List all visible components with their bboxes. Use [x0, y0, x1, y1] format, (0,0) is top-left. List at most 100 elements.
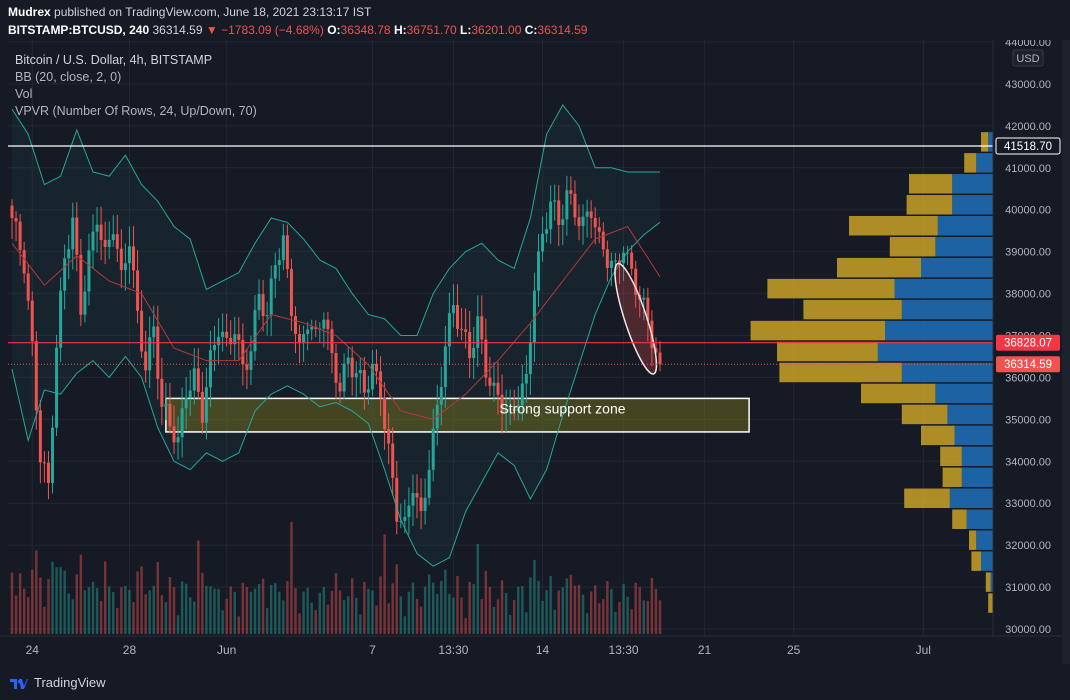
volume-profile-down [940, 446, 962, 467]
candle-body [192, 368, 196, 391]
volume-profile-down [988, 593, 993, 613]
volume-bar [383, 534, 386, 634]
candle-body [42, 462, 46, 464]
chart-header: Mudrex published on TradingView.com, Jun… [0, 0, 1070, 40]
volume-bar [594, 585, 597, 634]
volume-bar [91, 581, 95, 634]
candle-body [261, 294, 265, 317]
volume-bar [565, 578, 569, 634]
volume-profile-up [952, 195, 993, 215]
candle-body [103, 239, 107, 247]
last-price: 36314.59 [152, 23, 203, 37]
candle-body [38, 410, 42, 463]
candle-body [253, 310, 257, 352]
time-tick-label: 13:30 [438, 643, 468, 657]
volume-profile-down [981, 132, 989, 152]
candle-body [399, 520, 403, 522]
volume-profile-up [885, 320, 993, 341]
candle-body [431, 428, 435, 470]
candle-body [140, 310, 144, 352]
volume-bar [95, 588, 99, 634]
support-zone-label: Strong support zone [499, 400, 625, 416]
volume-profile-up [901, 362, 993, 383]
candle-body [148, 337, 152, 371]
legend-vol[interactable]: Vol [15, 87, 33, 101]
volume-bar [375, 605, 378, 634]
volume-bar [346, 596, 350, 634]
candle-body [488, 377, 492, 386]
volume-bar [351, 578, 354, 634]
volume-bar [47, 579, 50, 634]
candle-body [456, 305, 459, 329]
volume-bar [55, 567, 58, 634]
volume-bar [249, 591, 253, 634]
chart-footer: TradingView [0, 664, 1070, 700]
candle-body [573, 193, 577, 218]
candle-body [532, 290, 536, 343]
candle-body [504, 409, 508, 413]
candle-body [188, 390, 192, 398]
volume-bar [577, 584, 581, 634]
volume-bar [650, 577, 654, 634]
candle-body [370, 364, 374, 390]
volume-bar [529, 577, 532, 634]
candle-body [59, 290, 63, 348]
candle-body [415, 493, 419, 498]
candle-body [326, 319, 330, 330]
price-tick-label: 31000.00 [1005, 582, 1051, 594]
volume-bar [128, 589, 131, 634]
volume-bar [160, 595, 164, 634]
candle-body [658, 352, 662, 365]
volume-profile-down [964, 153, 977, 173]
volume-bar [35, 550, 38, 634]
volume-bar [306, 587, 309, 634]
legend-title[interactable]: Bitcoin / U.S. Dollar, 4h, BITSTAMP [15, 53, 213, 67]
volume-bar [569, 574, 573, 634]
candle-body [350, 357, 354, 378]
volume-bar [217, 588, 220, 634]
volume-bar [168, 576, 172, 634]
volume-bar [508, 615, 512, 634]
time-tick-label: 28 [123, 643, 137, 657]
volume-bar [245, 586, 249, 634]
volume-bar [302, 591, 305, 634]
volume-bar [622, 583, 625, 634]
volume-bar [257, 584, 261, 634]
volume-profile-down [942, 467, 962, 488]
open-value: 36348.78 [340, 23, 391, 37]
candle-body [545, 229, 549, 234]
volume-bar [444, 569, 447, 634]
candle-body [87, 250, 91, 292]
volume-bar [39, 577, 42, 634]
candle-body [330, 329, 334, 354]
volume-bar [189, 597, 192, 634]
volume-bar [610, 588, 613, 634]
candle-body [557, 200, 561, 225]
volume-bar [18, 573, 22, 634]
candle-body [217, 336, 221, 346]
candle-body [391, 443, 395, 478]
volume-bar [484, 570, 488, 634]
volume-bar [99, 601, 103, 634]
bollinger-basis-line [11, 225, 661, 420]
volume-bar [197, 540, 200, 634]
volume-bar [103, 561, 107, 634]
volume-bar [557, 590, 560, 634]
candle-body [107, 239, 111, 247]
candle-body [294, 316, 297, 335]
volume-bar [124, 586, 127, 634]
volume-bar [184, 583, 188, 634]
volume-bar [460, 597, 463, 634]
volume-profile-down [952, 509, 967, 529]
candle-body [569, 190, 573, 194]
volume-bar [326, 604, 330, 634]
volume-bar [423, 586, 427, 634]
legend-vpvr[interactable]: VPVR (Number Of Rows, 24, Up/Down, 70) [15, 104, 257, 118]
volume-bar [318, 592, 321, 634]
price-tick-label: 44000.00 [1005, 37, 1051, 49]
author-name[interactable]: Mudrex [8, 5, 51, 19]
legend-bb[interactable]: BB (20, close, 2, 0) [15, 70, 122, 84]
volume-bar [108, 586, 111, 634]
tradingview-brand[interactable]: TradingView [10, 675, 106, 690]
